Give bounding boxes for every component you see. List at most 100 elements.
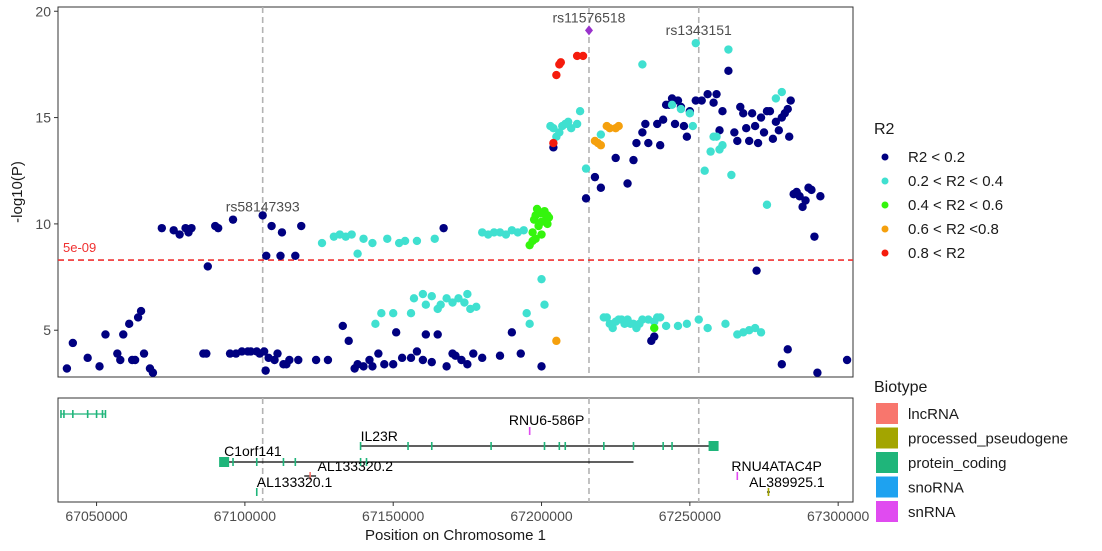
snp-point (608, 323, 617, 333)
snp-point (276, 251, 285, 260)
snp-point (798, 202, 807, 212)
snp-point (733, 136, 742, 146)
snp-point (667, 100, 677, 110)
snp-point (368, 362, 377, 371)
snp-point (611, 153, 620, 163)
biotype-legend-label: processed_pseudogene (908, 431, 1068, 448)
snp-point (261, 366, 270, 375)
snp-point (311, 355, 321, 365)
r2-legend-label: 0.4 < R2 < 0.6 (908, 197, 1003, 214)
gene-exon (528, 427, 531, 435)
snp-point (136, 306, 146, 316)
y-tick-label: 10 (35, 216, 51, 232)
snp-point (442, 362, 451, 371)
snp-point (463, 289, 472, 299)
gene-exon (543, 442, 546, 450)
snp-point (752, 266, 761, 275)
snp-annotation: rs11576518 (553, 9, 626, 25)
snp-point (596, 130, 606, 139)
biotype-legend-swatch (876, 403, 898, 424)
snp-point (338, 321, 347, 331)
x-tick-label: 67050000 (65, 508, 128, 524)
gene-exon (767, 488, 770, 496)
snp-point (753, 138, 763, 148)
snp-point (68, 338, 78, 348)
y-tick-label: 5 (43, 322, 51, 338)
snp-point (175, 230, 184, 239)
snp-point (463, 360, 472, 369)
gene-exon (63, 410, 65, 418)
snp-point (605, 124, 614, 133)
snp-point (549, 124, 558, 133)
snp-point (400, 236, 410, 246)
gene-exon (407, 442, 409, 450)
gene-exon (365, 458, 368, 466)
snp-point (148, 368, 158, 377)
snp-point (95, 362, 104, 371)
snp-point (409, 294, 419, 303)
snp-point (653, 119, 662, 129)
snp-point (655, 313, 665, 322)
legends: R2 R2 < 0.2 0.2 < R2 < 0.4 0.4 < R2 < 0.6 0.… (874, 121, 1068, 522)
snp-point (430, 234, 439, 243)
snp-point (537, 230, 546, 239)
snp-point (528, 228, 537, 237)
snp-point (124, 319, 134, 329)
snp-point (406, 309, 416, 318)
snp-point (169, 226, 178, 235)
gene-exon (309, 472, 311, 480)
snp-point (742, 124, 751, 133)
snp-point (83, 353, 92, 363)
snp-point (489, 228, 499, 237)
snp-point (297, 221, 306, 231)
gene-exon (255, 458, 258, 466)
snp-point (525, 319, 534, 329)
snp-point (688, 121, 698, 131)
snp-point (383, 234, 392, 243)
snp-point (813, 368, 822, 377)
snp-point (202, 349, 211, 358)
snp-point (477, 353, 487, 363)
snp-point (389, 309, 398, 318)
snp-point (412, 236, 422, 246)
snp-point (750, 323, 760, 333)
snp-point (685, 109, 695, 118)
snp-point (277, 228, 287, 237)
gene-exon (632, 442, 635, 450)
gene-exon (558, 442, 561, 450)
snp-point (676, 104, 686, 114)
gene-exon (219, 457, 230, 467)
x-tick-label: 67300000 (807, 508, 870, 524)
r2-legend-swatch (881, 249, 889, 257)
snp-point (632, 138, 641, 148)
snp-point (786, 96, 795, 105)
snp-point (418, 289, 428, 299)
snp-point (116, 355, 125, 365)
snp-point (774, 126, 784, 135)
gene-label: C1orf141 (224, 443, 282, 459)
snp-point (113, 349, 122, 358)
biotype-legend-label: snoRNA (908, 480, 964, 497)
snp-point (590, 172, 600, 182)
snp-point (706, 147, 715, 156)
gene-label: AL389925.1 (749, 474, 825, 490)
snp-point (451, 351, 460, 360)
snp-point (228, 215, 238, 224)
snp-point (225, 349, 235, 358)
r2-legend-label: 0.6 < R2 <0.8 (908, 221, 999, 238)
snp-point (157, 223, 167, 233)
gene-exon (359, 458, 362, 466)
snp-point (703, 89, 712, 99)
x-tick-label: 67200000 (510, 508, 573, 524)
snp-point (564, 117, 573, 127)
gene-exon (60, 410, 62, 418)
snp-point (712, 89, 721, 99)
snp-point (641, 119, 650, 129)
gene-exon (104, 410, 107, 418)
snp-point (421, 330, 431, 339)
snp-point (418, 355, 428, 365)
x-tick-label: 67100000 (214, 508, 277, 524)
gene-exon (232, 458, 234, 466)
snp-point (718, 106, 727, 116)
snp-point (724, 66, 733, 75)
